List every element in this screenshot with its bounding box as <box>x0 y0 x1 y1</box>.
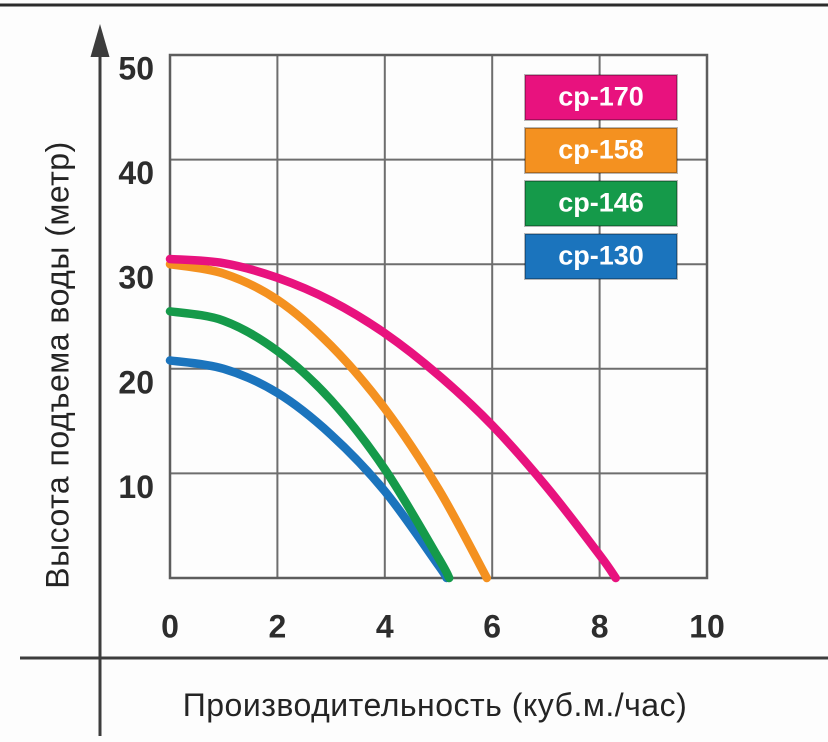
legend: ср-170 ср-158 ср-146 ср-130 <box>524 74 678 280</box>
y-tick-label: 40 <box>118 155 154 191</box>
y-axis-tick-labels: 10 20 30 40 50 <box>118 50 154 504</box>
legend-label: ср-170 <box>558 82 644 112</box>
legend-swatch <box>524 233 678 280</box>
y-axis-arrowhead-icon <box>90 24 110 57</box>
legend-swatch <box>524 74 678 121</box>
x-tick-label: 2 <box>269 608 287 644</box>
pump-curves <box>165 254 620 583</box>
curve-ср-130 <box>165 356 451 583</box>
x-axis-title: Производительность (куб.м./час) <box>183 687 687 723</box>
legend-label: ср-158 <box>558 135 644 165</box>
legend-label: ср-146 <box>558 188 644 218</box>
y-tick-label: 20 <box>118 364 154 400</box>
legend-swatch <box>524 127 678 174</box>
x-tick-label: 10 <box>689 608 725 644</box>
legend-item-ср-130: ср-130 <box>524 233 678 280</box>
x-axis-tick-labels: 0 2 4 6 8 10 <box>161 608 725 644</box>
x-tick-label: 8 <box>591 608 609 644</box>
y-axis-title: Высота подъема воды (метр) <box>39 141 75 588</box>
legend-item-ср-158: ср-158 <box>524 127 678 174</box>
curve-ср-170 <box>165 254 620 583</box>
legend-item-ср-170: ср-170 <box>524 74 678 121</box>
legend-item-ср-146: ср-146 <box>524 180 678 227</box>
curve-ср-158 <box>165 259 492 583</box>
x-tick-label: 0 <box>161 608 179 644</box>
x-tick-label: 4 <box>376 608 394 644</box>
curve-ср-146 <box>165 307 454 583</box>
legend-swatch <box>524 180 678 227</box>
legend-label: ср-130 <box>558 241 644 271</box>
y-tick-label: 50 <box>118 50 154 86</box>
y-tick-label: 30 <box>118 260 154 296</box>
y-tick-label: 10 <box>118 469 154 505</box>
x-tick-label: 6 <box>483 608 501 644</box>
y-axis <box>90 24 110 736</box>
grid-border <box>168 53 709 580</box>
